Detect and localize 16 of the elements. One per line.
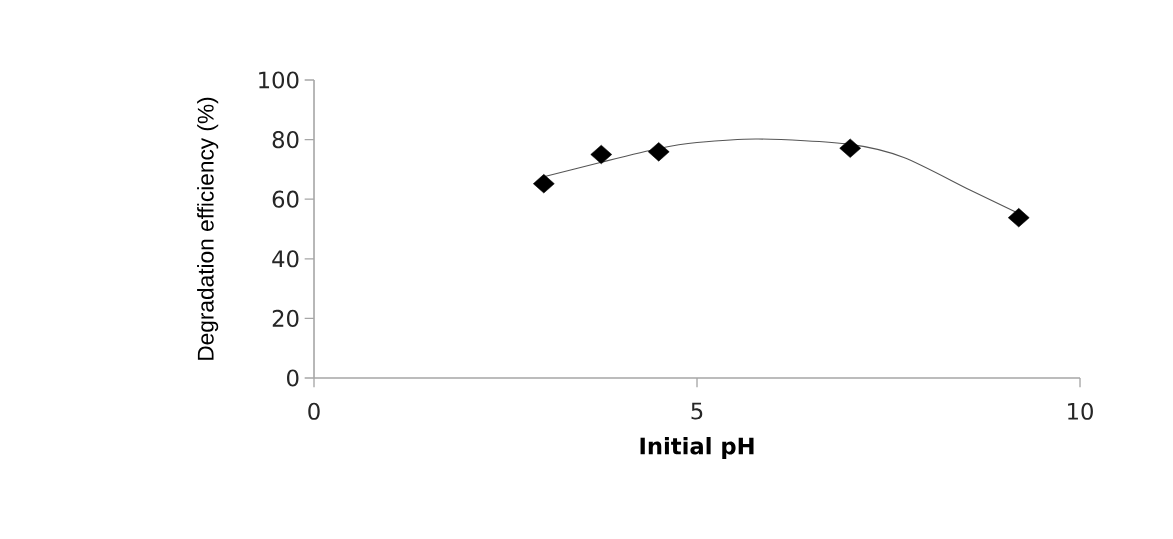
point [1007, 208, 1030, 228]
y-tick-label: 20 [272, 309, 299, 327]
y-tick-label: 100 [259, 71, 299, 89]
y-tick-label: 80 [272, 131, 299, 149]
point [839, 138, 861, 158]
x-tick-label: 10 [1068, 402, 1093, 420]
y-tick-label: 60 [272, 190, 299, 208]
x-axis-title: Initial pH [640, 437, 754, 459]
y-tick-label: 0 [287, 369, 299, 387]
x-tick-label: 5 [691, 402, 703, 420]
point [590, 144, 613, 165]
point [533, 174, 555, 194]
y-tick-label: 40 [272, 250, 299, 268]
point [647, 142, 670, 162]
x-tick-label: 0 [308, 402, 320, 420]
y-axis-title: Degradation efficiency (%) [197, 97, 219, 360]
